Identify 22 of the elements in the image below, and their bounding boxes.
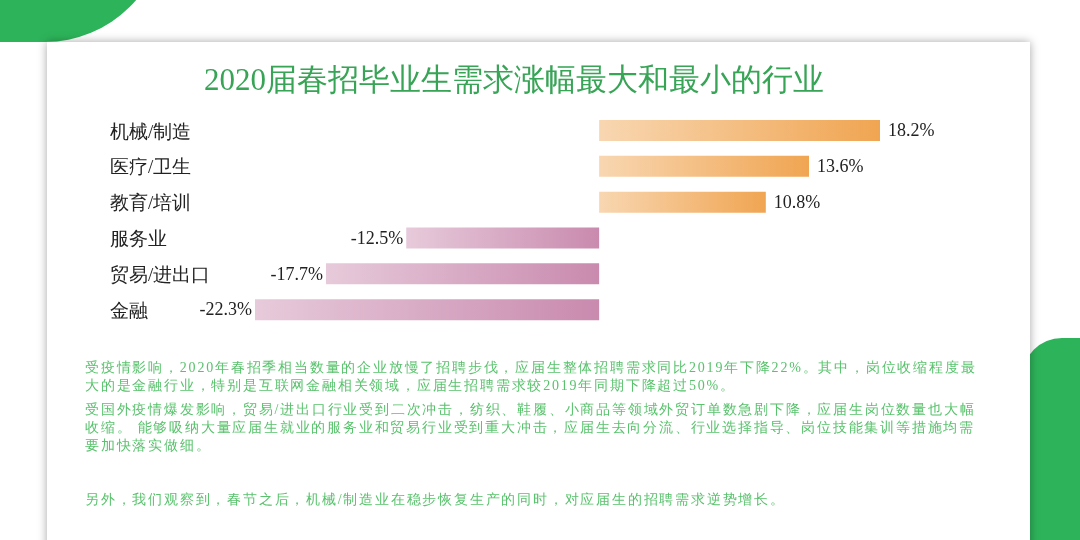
data-label: -12.5% (350, 227, 404, 248)
chart-title: 2020届春招毕业生需求涨幅最大和最小的行业 (203, 61, 825, 99)
text: 另外，我们观察到，春节之后，机械/制造业在稳步恢复生产的同时，对应届生的招聘需求逆势增长。 (85, 491, 787, 509)
text: 受疫情影响，2020年春招季相当数量的企业放慢了招聘步伐，应届生整体招聘需求同比2019年下降22%。其中，岗位收缩程度最大的是金融行业，特别是互联网金融相关领域，应届生招聘需求较2019年同期下降超过50%。 (85, 359, 978, 395)
y-tick-label: 教育/培训 (110, 192, 192, 214)
bar (599, 155, 810, 177)
data-label: -17.7% (270, 263, 323, 284)
text: 受国外疫情爆发影响，贸易/进出口行业受到二次冲击，纺织、鞋履、小商品等领域外贸订单数急剧下降，应届生岗位数量也大幅收缩。 能够吸纳大量应届生就业的服务业和贸易行业受到重大冲击，应届生去向分流、行业选择指导、岗位技能集训等措施均需要加快落实做细。 (85, 401, 977, 455)
bar (599, 191, 766, 213)
y-tick-label: 金融 (110, 299, 148, 321)
y-tick-label: 服务业 (110, 228, 167, 250)
y-tick-label: 医疗/卫生 (110, 156, 192, 178)
bar (406, 227, 600, 249)
y-tick-label: 机械/制造 (110, 120, 192, 142)
data-label: 18.2% (888, 120, 935, 141)
data-label: -22.3% (199, 299, 252, 320)
bar (599, 120, 880, 141)
data-label: 10.8% (773, 191, 821, 212)
data-label: 13.6% (817, 156, 864, 177)
bar (255, 299, 600, 321)
bar (325, 263, 600, 285)
y-tick-label: 贸易/进出口 (110, 263, 211, 285)
